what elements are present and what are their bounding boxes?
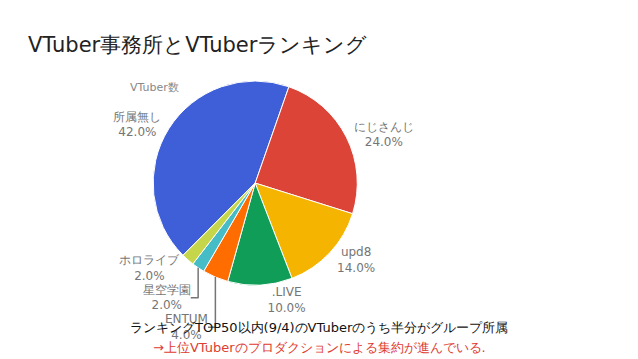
- svg-text:星空学園2.0%: 星空学園2.0%: [143, 283, 191, 313]
- svg-text:.LIVE10.0%: .LIVE10.0%: [268, 285, 306, 315]
- svg-text:所属無し42.0%: 所属無し42.0%: [113, 110, 161, 140]
- svg-text:ランキングTOP50以内(9/4)のVTuberのうち半分が: ランキングTOP50以内(9/4)のVTuberのうち半分がグループ所属: [130, 320, 508, 335]
- svg-text:ホロライブ2.0%: ホロライブ2.0%: [119, 253, 180, 283]
- svg-text:にじさんじ24.0%: にじさんじ24.0%: [354, 120, 414, 150]
- svg-text:→上位VTuberのプロダクションによる集約が進んでいる.: →上位VTuberのプロダクションによる集約が進んでいる.: [153, 340, 486, 355]
- svg-text:VTuber数: VTuber数: [130, 81, 179, 94]
- svg-text:VTuber事務所とVTuberランキング: VTuber事務所とVTuberランキング: [28, 33, 367, 57]
- svg-text:ENTUM4.0%: ENTUM4.0%: [165, 312, 208, 342]
- svg-text:upd814.0%: upd814.0%: [337, 245, 375, 275]
